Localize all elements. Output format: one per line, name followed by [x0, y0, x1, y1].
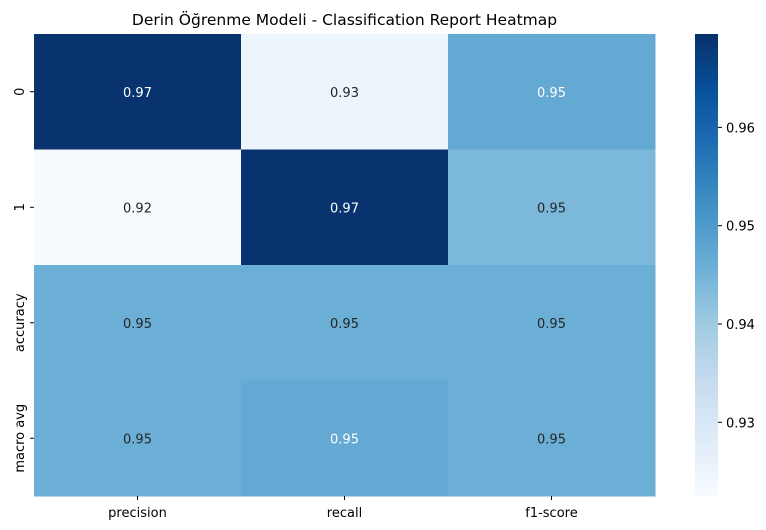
colorbar-tick-label: 0.95 [726, 220, 755, 235]
cell-value-label: 0.95 [537, 432, 566, 447]
heatmap-cell [34, 265, 242, 381]
cell-value-label: 0.95 [123, 317, 152, 332]
colorbar: 0.93 0.94 0.95 0.96 [695, 34, 755, 496]
cell-value-label: 0.93 [330, 86, 359, 101]
heatmap-cell [448, 265, 656, 381]
cell-value-label: 0.95 [537, 317, 566, 332]
heatmap-cell [448, 149, 656, 266]
heatmap-cell [448, 380, 656, 497]
heatmap-cell [241, 265, 449, 381]
cell-value-label: 0.92 [123, 201, 152, 216]
cell-value-label: 0.95 [537, 201, 566, 216]
heatmap-cell [241, 149, 449, 266]
x-tick-label: precision [108, 506, 167, 521]
cell-value-label: 0.95 [330, 432, 359, 447]
colorbar-tick-label: 0.93 [726, 416, 755, 431]
heatmap-cell [241, 380, 449, 497]
heatmap-cells: 0.97 0.93 0.95 0.92 0.97 0.95 0.95 0.95 0.95 0.95… [34, 34, 656, 497]
y-axis-ticks: 0 1 accuracy macro avg [13, 88, 34, 473]
colorbar-gradient [695, 34, 718, 496]
y-tick-label: accuracy [13, 293, 28, 352]
cell-value-label: 0.97 [330, 201, 359, 216]
x-axis-ticks: precision recall f1-score [108, 496, 578, 521]
x-tick-label: recall [327, 506, 362, 521]
cell-value-label: 0.95 [123, 432, 152, 447]
heatmap-cell [34, 380, 242, 497]
y-tick-label: macro avg [13, 404, 28, 473]
heatmap-cell [34, 149, 242, 266]
x-tick-label: f1-score [525, 506, 577, 521]
heatmap-cell [241, 34, 449, 150]
y-tick-label: 0 [13, 88, 28, 96]
y-tick-label: 1 [13, 203, 28, 211]
cell-value-label: 0.97 [123, 86, 152, 101]
colorbar-tick-label: 0.94 [726, 318, 755, 333]
colorbar-tick-label: 0.96 [726, 121, 755, 136]
cell-value-label: 0.95 [330, 317, 359, 332]
heatmap-cell [448, 34, 656, 150]
chart-title: Derin Öğrenme Modeli - Classification Re… [132, 10, 557, 29]
heatmap-cell [34, 34, 242, 150]
cell-value-label: 0.95 [537, 86, 566, 101]
